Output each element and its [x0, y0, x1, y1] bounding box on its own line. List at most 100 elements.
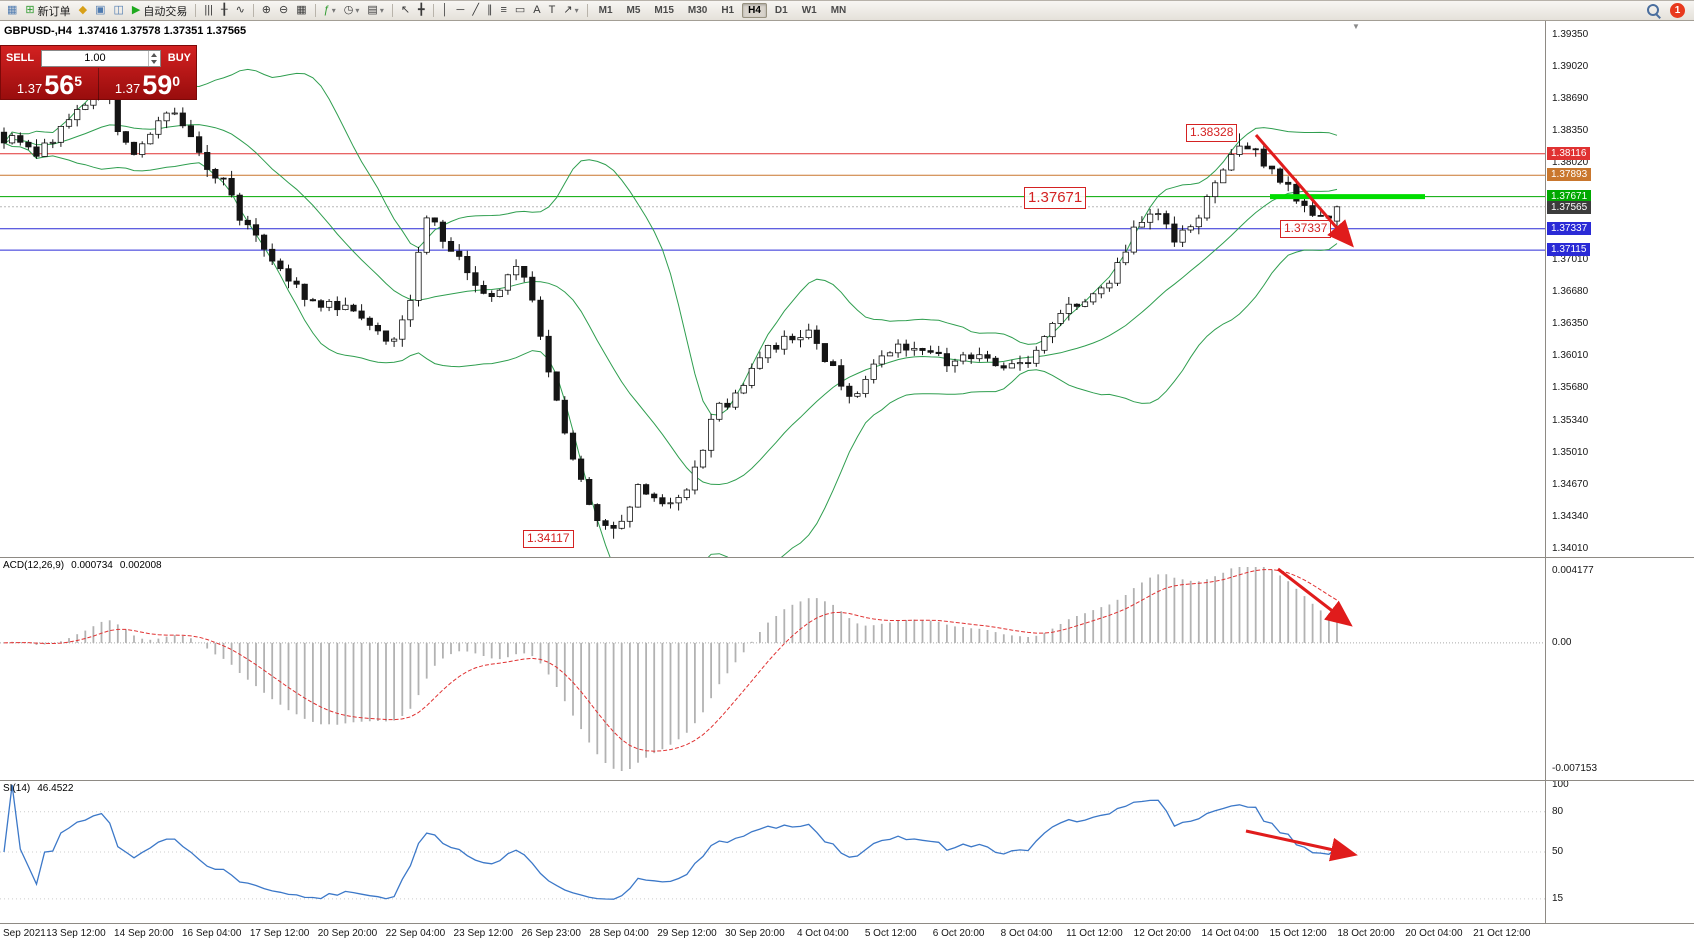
- price-tick: 1.35010: [1552, 446, 1589, 458]
- price-tick: 1.36010: [1552, 350, 1589, 362]
- time-label: Sep 2021: [3, 928, 46, 939]
- horizontal-line-button[interactable]: ─: [454, 2, 468, 19]
- price-scale[interactable]: 1.39350 1.39020 1.38690 1.38350 1.38020 1.370…: [1545, 21, 1694, 923]
- buy-price[interactable]: 1.37 59 0: [99, 68, 196, 101]
- market-watch-button[interactable]: ▣: [92, 2, 108, 19]
- vertical-line-button[interactable]: │: [439, 2, 452, 19]
- main-toolbar: ▦ ⊞ 新订单 ◆ ▣ ◫ ▶ 自动交易 ||| ╂ ∿ ⊕ ⊖ ▦ ƒ ▾ ◷ ▾ ▤ ▾ ↖ ╋ │ ─ ╱ ∥ ≡ ▭ A T ↗ ▾ M…: [0, 1, 1694, 21]
- candlestick-chart-button[interactable]: ╂: [218, 2, 231, 19]
- price-callout-1.37671[interactable]: 1.37671: [1024, 187, 1087, 209]
- buy-price-big-digits: 59: [142, 70, 173, 100]
- arrows-button[interactable]: ↗ ▾: [560, 2, 581, 19]
- macd-panel-splitter[interactable]: [0, 557, 1694, 558]
- autotrading-button[interactable]: ▶ 自动交易: [129, 2, 190, 19]
- text-button[interactable]: A: [530, 2, 543, 19]
- buy-price-prefix: 1.37: [114, 81, 141, 96]
- volume-value[interactable]: 1.00: [84, 51, 106, 64]
- current-price-badge: 1.37565: [1547, 200, 1592, 214]
- price-tick: 1.34340: [1552, 511, 1589, 523]
- search-handle: [1655, 13, 1661, 19]
- channel-button[interactable]: ∥: [484, 2, 496, 19]
- price-badge-1.37893: 1.37893: [1547, 168, 1592, 182]
- sell-price-prefix: 1.37: [16, 81, 43, 96]
- time-label: 4 Oct 04:00: [796, 928, 849, 939]
- price-callout-1.37337[interactable]: 1.37337: [1280, 220, 1332, 238]
- rsi-axis-15: 15: [1552, 892, 1564, 904]
- time-label: 23 Sep 12:00: [453, 928, 514, 939]
- price-callout-1.34117[interactable]: 1.34117: [523, 530, 574, 548]
- price-tick: 1.38690: [1552, 92, 1589, 104]
- toolbar-separator: [432, 4, 434, 17]
- main-price-chart[interactable]: [0, 21, 1545, 557]
- volume-spin-buttons[interactable]: [147, 50, 160, 66]
- buy-button[interactable]: BUY: [167, 52, 191, 64]
- fibonacci-button[interactable]: ≡: [497, 2, 509, 19]
- tile-windows-button[interactable]: ▦: [293, 2, 309, 19]
- time-label: 8 Oct 04:00: [1000, 928, 1053, 939]
- time-label: 14 Sep 20:00: [114, 928, 174, 939]
- macd-title: ACD(12,26,9): [3, 560, 65, 571]
- rsi-panel-splitter[interactable]: [0, 780, 1694, 781]
- time-label: 28 Sep 04:00: [589, 928, 649, 939]
- zoom-out-button[interactable]: ⊖: [276, 2, 291, 19]
- time-axis[interactable]: Sep 2021 13 Sep 12:00 14 Sep 20:00 16 Sep 0…: [0, 924, 1694, 945]
- navigator-button[interactable]: ◫: [111, 2, 127, 19]
- timeframe-m1-button[interactable]: M1: [598, 5, 613, 16]
- new-chart-button[interactable]: ▦: [4, 2, 20, 19]
- indicators-button[interactable]: ƒ ▾: [321, 2, 339, 19]
- new-order-button[interactable]: ⊞ 新订单: [22, 2, 73, 19]
- chart-profile-button[interactable]: ◆: [76, 2, 90, 19]
- chart-shift-marker-icon[interactable]: ▼: [1352, 22, 1360, 31]
- time-label: 16 Sep 04:00: [181, 928, 242, 939]
- sell-button[interactable]: SELL: [6, 52, 35, 64]
- rsi-value: 46.4522: [37, 783, 74, 794]
- crosshair-button[interactable]: ╋: [415, 2, 428, 19]
- volume-up-arrow[interactable]: [149, 51, 160, 59]
- toolbar-right-area: 1: [1646, 3, 1691, 19]
- trendline-icon: ╱: [472, 4, 479, 16]
- rsi-title: SI(14): [3, 783, 31, 794]
- templates-button[interactable]: ▤ ▾: [364, 2, 386, 19]
- timeframe-m30-button[interactable]: M30: [687, 5, 708, 16]
- bollinger-bands: [3, 68, 1338, 557]
- macd-indicator-panel[interactable]: [0, 557, 1545, 780]
- timeframe-m15-button[interactable]: M15: [654, 5, 674, 16]
- rsi-indicator-panel[interactable]: [0, 780, 1545, 923]
- text-label-button[interactable]: T: [546, 2, 559, 19]
- zoom-in-button[interactable]: ⊕: [259, 2, 274, 19]
- bar-chart-button[interactable]: |||: [201, 2, 216, 19]
- search-icon[interactable]: [1646, 3, 1661, 19]
- text-label-icon: T: [548, 4, 556, 16]
- price-callout-1.38328[interactable]: 1.38328: [1186, 124, 1238, 142]
- sell-price-pipette: 5: [74, 73, 83, 89]
- volume-down-arrow[interactable]: [149, 58, 160, 66]
- timeframe-mn-button[interactable]: MN: [830, 5, 847, 16]
- periods-button[interactable]: ◷ ▾: [341, 2, 363, 19]
- price-tick: 1.34010: [1552, 543, 1589, 554]
- shapes-button[interactable]: ▭: [512, 2, 528, 19]
- timeframe-d1-button[interactable]: D1: [774, 5, 788, 16]
- new-order-icon: ⊞: [25, 4, 35, 16]
- timeframe-w1-button[interactable]: W1: [801, 5, 817, 16]
- cursor-button[interactable]: ↖: [398, 2, 413, 19]
- timeframe-h1-button[interactable]: H1: [721, 5, 735, 16]
- rsi-axis-80: 80: [1552, 805, 1564, 817]
- notification-badge[interactable]: 1: [1670, 3, 1685, 18]
- new-order-button-label: 新订单: [37, 5, 71, 18]
- rsi-axis-50: 50: [1552, 846, 1564, 857]
- price-badge-1.38116: 1.38116: [1547, 146, 1591, 160]
- autotrading-icon: ▶: [131, 4, 141, 16]
- sell-price[interactable]: 1.37 56 5: [1, 68, 99, 101]
- trendline-button[interactable]: ╱: [469, 2, 482, 19]
- toolbar-separator: [252, 4, 254, 17]
- indicators-icon: ƒ: [323, 4, 330, 16]
- macd-indicator-label: ACD(12,26,9) 0.000734 0.002008: [3, 560, 169, 571]
- volume-stepper[interactable]: 1.00: [41, 49, 161, 67]
- channel-icon: ∥: [486, 4, 493, 16]
- timeframe-m5-button[interactable]: M5: [626, 5, 641, 16]
- time-label: 11 Oct 12:00: [1066, 928, 1123, 939]
- line-chart-button[interactable]: ∿: [233, 2, 248, 19]
- timeframe-h4-button[interactable]: H4: [742, 3, 767, 18]
- rsi-line: [3, 784, 1338, 900]
